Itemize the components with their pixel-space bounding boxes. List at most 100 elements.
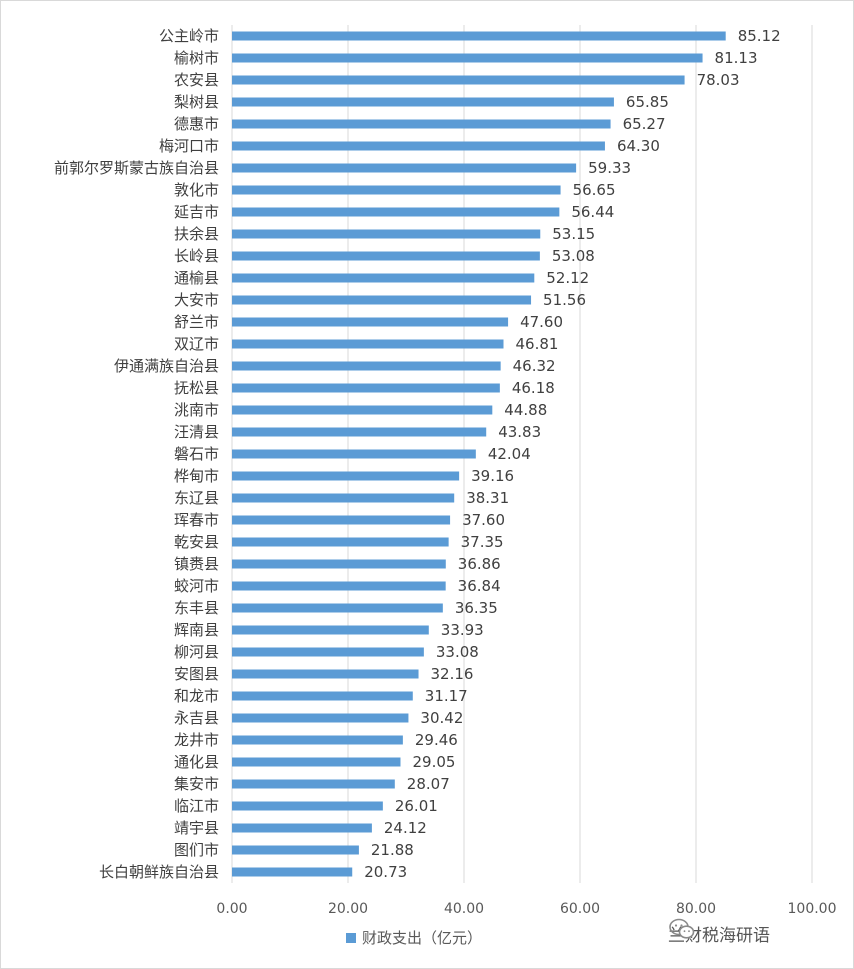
data-label: 52.12 xyxy=(546,269,589,287)
wechat-icon xyxy=(669,918,695,939)
bar xyxy=(232,669,419,679)
bar xyxy=(232,735,403,745)
category-label: 延吉市 xyxy=(174,203,219,221)
bar xyxy=(232,163,577,173)
bar xyxy=(232,339,504,349)
data-label: 36.35 xyxy=(455,599,498,617)
category-label: 伊通满族自治县 xyxy=(114,357,219,375)
data-label: 37.35 xyxy=(461,533,504,551)
data-label: 37.60 xyxy=(462,511,505,529)
data-label: 36.86 xyxy=(458,555,501,573)
bar xyxy=(232,515,451,525)
data-label: 26.01 xyxy=(395,797,438,815)
data-label: 59.33 xyxy=(588,159,631,177)
bar xyxy=(232,119,611,129)
bar xyxy=(232,867,353,877)
category-label: 镇赉县 xyxy=(174,555,219,573)
data-label: 65.85 xyxy=(626,93,669,111)
category-label: 榆树市 xyxy=(174,49,219,67)
bar xyxy=(232,295,532,305)
bar xyxy=(232,383,500,393)
data-label: 81.13 xyxy=(715,49,758,67)
category-labels: 公主岭市榆树市农安县梨树县德惠市梅河口市前郭尔罗斯蒙古族自治县敦化市延吉市扶余县… xyxy=(54,27,219,881)
category-label: 公主岭市 xyxy=(159,27,219,45)
data-label: 44.88 xyxy=(504,401,547,419)
bar xyxy=(232,405,493,415)
value-labels: 85.12 81.13 78.03 65.85 65.27 64.30 59.33 56.65… xyxy=(364,27,780,881)
category-label: 扶余县 xyxy=(174,225,219,243)
category-label: 双辽市 xyxy=(174,335,219,353)
bar xyxy=(232,625,429,635)
legend-swatch xyxy=(346,933,356,943)
category-label: 珲春市 xyxy=(174,511,219,529)
data-label: 56.44 xyxy=(571,203,614,221)
bar xyxy=(232,647,424,657)
data-label: 65.27 xyxy=(623,115,666,133)
category-label: 农安县 xyxy=(174,71,219,89)
category-label: 和龙市 xyxy=(174,687,219,705)
data-label: 33.93 xyxy=(441,621,484,639)
bar xyxy=(232,449,476,459)
category-label: 龙井市 xyxy=(174,731,219,749)
bar xyxy=(232,273,535,283)
category-label: 洮南市 xyxy=(174,401,219,419)
category-label: 安图县 xyxy=(174,665,219,683)
category-label: 东辽县 xyxy=(174,489,219,507)
x-tick-label: 40.00 xyxy=(444,901,484,917)
bar xyxy=(232,845,359,855)
bar xyxy=(232,207,560,217)
category-label: 图们市 xyxy=(174,841,219,859)
bar xyxy=(232,691,413,701)
bar xyxy=(232,229,541,239)
category-label: 靖宇县 xyxy=(174,819,219,837)
bar xyxy=(232,141,605,151)
category-label: 梨树县 xyxy=(174,93,219,111)
category-label: 东丰县 xyxy=(174,599,219,617)
data-label: 24.12 xyxy=(384,819,427,837)
category-label: 磐石市 xyxy=(174,445,219,463)
x-tick-label: 0.00 xyxy=(216,901,247,917)
data-label: 38.31 xyxy=(466,489,509,507)
data-label: 47.60 xyxy=(520,313,563,331)
data-label: 32.16 xyxy=(431,665,474,683)
category-label: 蛟河市 xyxy=(174,577,219,595)
category-label: 永吉县 xyxy=(174,709,219,727)
bar xyxy=(232,779,395,789)
bar xyxy=(232,53,703,63)
data-label: 29.46 xyxy=(415,731,458,749)
bars xyxy=(232,31,726,877)
data-label: 30.42 xyxy=(420,709,463,727)
category-label: 德惠市 xyxy=(174,115,219,133)
bar xyxy=(232,493,455,503)
bar xyxy=(232,471,460,481)
bar xyxy=(232,559,446,569)
data-label: 56.65 xyxy=(573,181,616,199)
data-label: 46.81 xyxy=(515,335,558,353)
data-label: 21.88 xyxy=(371,841,414,859)
bar xyxy=(232,581,446,591)
bar xyxy=(232,185,561,195)
data-label: 28.07 xyxy=(407,775,450,793)
bar xyxy=(232,537,449,547)
bar xyxy=(232,427,487,437)
category-label: 通化县 xyxy=(174,753,219,771)
category-label: 乾安县 xyxy=(174,533,219,551)
bar xyxy=(232,801,383,811)
category-label: 柳河县 xyxy=(174,643,219,661)
data-label: 43.83 xyxy=(498,423,541,441)
category-label: 梅河口市 xyxy=(159,137,219,155)
data-label: 20.73 xyxy=(364,863,407,881)
data-label: 53.08 xyxy=(552,247,595,265)
category-label: 长岭县 xyxy=(174,247,219,265)
data-label: 46.32 xyxy=(513,357,556,375)
x-tick-labels: 0.00 20.00 40.00 60.00 80.00 100.00 xyxy=(216,901,836,917)
data-label: 53.15 xyxy=(552,225,595,243)
bar xyxy=(232,317,509,327)
category-label: 大安市 xyxy=(174,291,219,309)
category-label: 舒兰市 xyxy=(174,313,219,331)
bar xyxy=(232,361,501,371)
data-label: 85.12 xyxy=(738,27,781,45)
category-label: 集安市 xyxy=(174,775,219,793)
